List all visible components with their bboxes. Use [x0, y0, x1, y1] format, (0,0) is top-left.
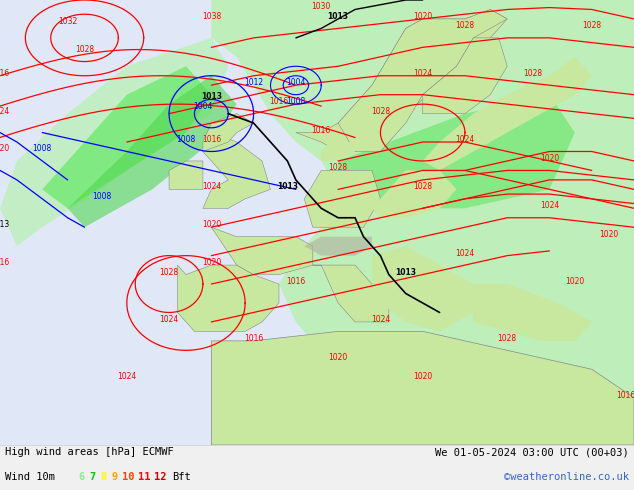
Polygon shape — [474, 284, 592, 341]
Polygon shape — [338, 9, 507, 151]
Text: 1016: 1016 — [269, 97, 288, 106]
Text: 1020: 1020 — [202, 220, 221, 229]
Text: 1020: 1020 — [413, 372, 432, 381]
Polygon shape — [211, 0, 634, 445]
Text: 1024: 1024 — [371, 0, 390, 2]
Text: 1028: 1028 — [413, 182, 432, 192]
Text: 1020: 1020 — [413, 12, 432, 21]
Polygon shape — [178, 265, 279, 331]
Text: 1008: 1008 — [176, 135, 196, 144]
Text: 1028: 1028 — [455, 22, 474, 30]
Text: 1028: 1028 — [75, 45, 94, 54]
Polygon shape — [296, 9, 507, 151]
Text: 1013: 1013 — [328, 12, 349, 21]
Polygon shape — [42, 66, 211, 208]
Polygon shape — [338, 95, 575, 208]
Text: 1024: 1024 — [455, 135, 475, 144]
Text: 7: 7 — [89, 472, 95, 482]
Text: 1016: 1016 — [0, 258, 10, 267]
Text: 1016: 1016 — [311, 125, 331, 135]
Text: 1016: 1016 — [0, 69, 10, 78]
Text: 1016: 1016 — [616, 391, 634, 400]
Polygon shape — [423, 57, 592, 171]
Text: 1008: 1008 — [32, 145, 52, 153]
Text: 1028: 1028 — [582, 22, 601, 30]
Polygon shape — [0, 0, 634, 445]
Text: 1024: 1024 — [0, 107, 10, 116]
Text: 1013: 1013 — [395, 268, 417, 276]
Text: 1028: 1028 — [160, 268, 179, 276]
Polygon shape — [0, 38, 228, 246]
Text: 1020: 1020 — [565, 277, 585, 286]
Text: 1024: 1024 — [540, 201, 559, 210]
Text: 1020: 1020 — [0, 145, 10, 153]
Text: Wind 10m: Wind 10m — [5, 472, 55, 482]
Text: 1024: 1024 — [371, 315, 390, 324]
Text: 1012: 1012 — [244, 78, 263, 87]
Text: 1038: 1038 — [202, 12, 221, 21]
Polygon shape — [203, 133, 271, 208]
Text: 11: 11 — [138, 472, 150, 482]
Text: 1004: 1004 — [286, 78, 306, 87]
Text: 1016: 1016 — [202, 135, 221, 144]
Polygon shape — [304, 237, 372, 256]
Polygon shape — [68, 76, 236, 227]
Text: 1028: 1028 — [498, 334, 517, 343]
Polygon shape — [372, 246, 490, 331]
Text: 1024: 1024 — [413, 69, 432, 78]
Text: 1004: 1004 — [193, 102, 212, 111]
Text: 1024: 1024 — [202, 182, 221, 192]
Text: 1024: 1024 — [117, 372, 136, 381]
Text: 1020: 1020 — [328, 353, 348, 362]
Polygon shape — [321, 142, 355, 161]
Text: 12: 12 — [154, 472, 167, 482]
Polygon shape — [423, 38, 507, 114]
Text: 1020: 1020 — [540, 154, 559, 163]
Text: High wind areas [hPa] ECMWF: High wind areas [hPa] ECMWF — [5, 447, 174, 457]
Text: 1013: 1013 — [277, 182, 298, 192]
Text: 1028: 1028 — [371, 107, 390, 116]
Text: 10: 10 — [122, 472, 134, 482]
Polygon shape — [304, 171, 380, 227]
Text: 9: 9 — [111, 472, 117, 482]
Text: 8: 8 — [100, 472, 107, 482]
Polygon shape — [313, 265, 389, 322]
Polygon shape — [372, 171, 456, 218]
Text: 1013: 1013 — [201, 93, 222, 101]
Text: We 01-05-2024 03:00 UTC (00+03): We 01-05-2024 03:00 UTC (00+03) — [436, 447, 629, 457]
Polygon shape — [211, 331, 634, 445]
Text: 1020: 1020 — [599, 230, 618, 239]
Polygon shape — [203, 114, 254, 151]
Text: 1016: 1016 — [286, 277, 306, 286]
Text: 1030: 1030 — [311, 2, 331, 11]
Text: 1008: 1008 — [92, 192, 111, 201]
Text: 1024: 1024 — [159, 315, 179, 324]
Text: 1024: 1024 — [455, 248, 475, 258]
Polygon shape — [211, 227, 313, 274]
Polygon shape — [169, 161, 203, 189]
Text: 1008: 1008 — [286, 97, 306, 106]
Text: Bft: Bft — [172, 472, 191, 482]
Text: 1028: 1028 — [328, 164, 347, 172]
Text: 1013: 1013 — [0, 220, 10, 229]
Text: ©weatheronline.co.uk: ©weatheronline.co.uk — [504, 472, 629, 482]
Text: 1028: 1028 — [523, 69, 542, 78]
Text: 1032: 1032 — [58, 17, 77, 25]
Text: 1020: 1020 — [202, 258, 221, 267]
Text: 6: 6 — [78, 472, 84, 482]
Text: 1016: 1016 — [244, 334, 263, 343]
